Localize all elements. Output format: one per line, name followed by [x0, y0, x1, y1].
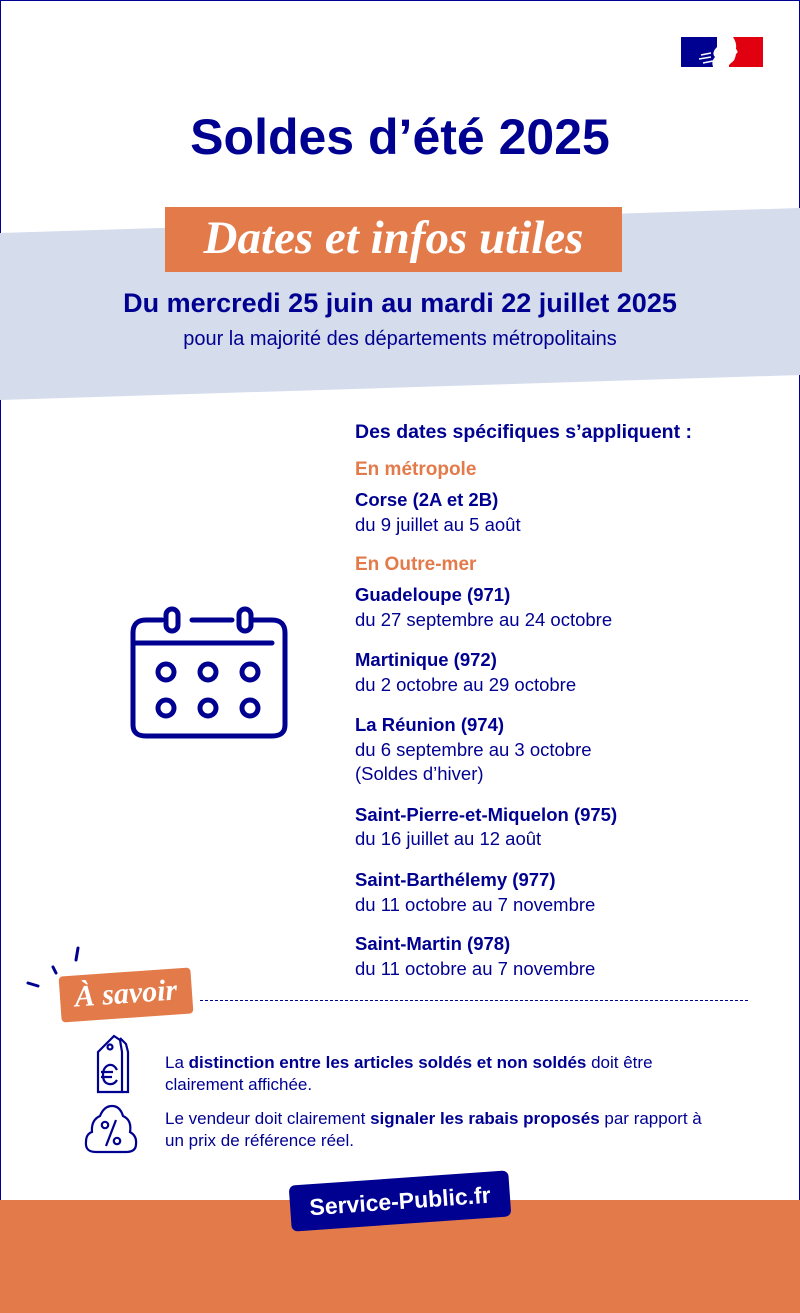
category-metropole: En métropole [355, 459, 477, 480]
region-dates: du 2 octobre au 29 octobre [355, 674, 577, 695]
page-title: Soldes d’été 2025 [190, 109, 610, 165]
region-dates: du 6 septembre au 3 octobre [355, 739, 592, 760]
note-2: Le vendeur doit clairement signaler les … [165, 1109, 702, 1150]
specific-dates-heading: Des dates spécifiques s’appliquent : [355, 421, 693, 443]
note-1: La distinction entre les articles soldés… [165, 1053, 653, 1094]
region-dates: du 11 octobre au 7 novembre [355, 894, 596, 915]
region-name: Guadeloupe (971) [355, 584, 511, 605]
price-tag-euro-icon [96, 1034, 130, 1094]
dashed-divider [200, 1000, 748, 1001]
percent-badge-icon [84, 1104, 138, 1154]
region-name: Martinique (972) [355, 649, 497, 670]
a-savoir-label: À savoir [58, 967, 194, 1023]
region-dates: du 9 juillet au 5 août [355, 514, 521, 535]
main-date-scope: pour la majorité des départements métrop… [183, 328, 617, 350]
region-note: (Soldes d’hiver) [355, 763, 484, 784]
region-dates: du 11 octobre au 7 novembre [355, 958, 596, 979]
region-name: Corse (2A et 2B) [355, 489, 499, 510]
republique-francaise-logo [681, 37, 763, 67]
region-dates: du 27 septembre au 24 octobre [355, 609, 613, 630]
region-dates: du 16 juillet au 12 août [355, 828, 542, 849]
subtitle-banner: Dates et infos utiles [165, 207, 622, 272]
region-name: Saint-Martin (978) [355, 933, 511, 954]
spark-lines-icon [26, 946, 80, 988]
calendar-icon [130, 606, 288, 739]
main-date-range: Du mercredi 25 juin au mardi 22 juillet … [123, 288, 677, 318]
category-outremer: En Outre-mer [355, 554, 477, 575]
region-name: La Réunion (974) [355, 714, 505, 735]
region-name: Saint-Barthélemy (977) [355, 869, 556, 890]
region-name: Saint-Pierre-et-Miquelon (975) [355, 804, 618, 825]
